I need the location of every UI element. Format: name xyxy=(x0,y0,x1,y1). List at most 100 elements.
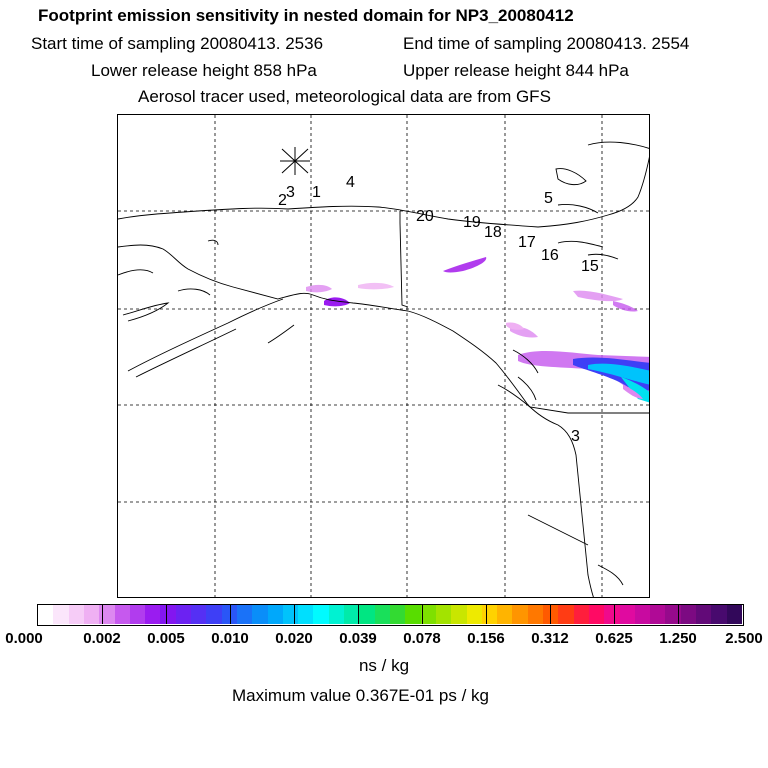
colorbar-swatch xyxy=(435,605,452,624)
colorbar-divider xyxy=(614,605,615,624)
colorbar-tick-label: 0.625 xyxy=(595,630,633,647)
colorbar-swatch xyxy=(481,605,498,624)
colorbar-swatch xyxy=(359,605,376,624)
trajectory-label: 19 xyxy=(463,214,481,231)
colorbar-tick-label: 0.010 xyxy=(211,630,249,647)
tracer-note: Aerosol tracer used, meteorological data… xyxy=(138,87,551,106)
colorbar-swatch xyxy=(99,605,115,624)
colorbar-divider xyxy=(678,605,679,624)
colorbar-tick-label: 0.020 xyxy=(275,630,313,647)
colorbar-tick-label: 0.078 xyxy=(403,630,441,647)
inland-lines xyxy=(527,514,624,586)
colorbar-swatch xyxy=(114,605,131,624)
trajectory-label: 16 xyxy=(541,247,559,264)
colorbar-swatch xyxy=(145,605,161,624)
colorbar-swatch xyxy=(405,605,422,624)
trajectory-label: 17 xyxy=(518,234,536,251)
colorbar-swatch xyxy=(726,605,743,624)
arctic-coast xyxy=(118,156,649,228)
trajectory-label: 20 xyxy=(416,208,434,225)
arctic-island xyxy=(555,168,587,186)
plume-washington xyxy=(623,385,643,399)
colorbar-swatch xyxy=(497,605,513,624)
colorbar-swatch xyxy=(680,605,697,624)
colorbar-swatch xyxy=(711,605,728,624)
colorbar-swatch xyxy=(374,605,391,624)
plot-title: Footprint emission sensitivity in nested… xyxy=(38,6,574,25)
lower-height-label: Lower release height 858 hPa xyxy=(91,61,317,80)
arctic-island-2 xyxy=(587,141,649,149)
plume-yukon xyxy=(443,257,487,273)
trajectory-label: 2 xyxy=(278,192,287,209)
trajectory-label: 15 xyxy=(581,258,599,275)
trajectory-label: 1 xyxy=(312,184,321,201)
colorbar-tick-label: 0.039 xyxy=(339,630,377,647)
sensitivity-field xyxy=(306,257,649,403)
colorbar-divider xyxy=(294,605,295,624)
colorbar-tick-label: 0.000 xyxy=(5,630,43,647)
colorbar-swatch xyxy=(83,605,100,624)
colorbar-swatch xyxy=(53,605,70,624)
map-panel: 3 2 1 4 5 20 19 18 17 16 15 3 xyxy=(117,114,650,598)
colorbar-swatch xyxy=(191,605,207,624)
trajectory-label: 4 xyxy=(346,174,355,191)
colorbar-swatch xyxy=(328,605,345,624)
bering-islands xyxy=(118,269,211,322)
colorbar-tick-label: 0.002 xyxy=(83,630,121,647)
colorbar-swatch xyxy=(38,605,54,624)
colorbar-swatch xyxy=(68,605,85,624)
colorbar-swatch xyxy=(558,605,575,624)
colorbar-swatch xyxy=(512,605,529,624)
plume-bc xyxy=(506,322,524,330)
colorbar-tick-label: 0.005 xyxy=(147,630,185,647)
colorbar-swatch xyxy=(650,605,666,624)
colorbar-swatch xyxy=(466,605,483,624)
colorbar-divider xyxy=(358,605,359,624)
aleutian-islands xyxy=(127,298,284,378)
colorbar-swatch xyxy=(313,605,330,624)
colorbar-swatch xyxy=(634,605,651,624)
colorbar-unit: ns / kg xyxy=(358,656,410,675)
colorbar-swatch xyxy=(252,605,269,624)
trajectory-label: 3 xyxy=(286,184,295,201)
colorbar-divider xyxy=(230,605,231,624)
maximum-value: Maximum value 0.367E-01 ps / kg xyxy=(232,686,490,705)
small-islands xyxy=(207,239,295,344)
colorbar-swatch xyxy=(604,605,621,624)
colorbar-swatch xyxy=(129,605,146,624)
trajectory-label: 5 xyxy=(544,190,553,207)
colorbar-divider xyxy=(166,605,167,624)
lake-outline xyxy=(557,240,619,260)
colorbar-divider xyxy=(486,605,487,624)
colorbar-swatch xyxy=(665,605,682,624)
colorbar-tick-label: 1.250 xyxy=(659,630,697,647)
coastlines xyxy=(118,141,649,597)
plume-canada-2 xyxy=(613,301,638,312)
upper-height-label: Upper release height 844 hPa xyxy=(403,61,629,80)
colorbar-swatch xyxy=(527,605,544,624)
colorbar-tick-label: 0.312 xyxy=(531,630,569,647)
colorbar-swatch xyxy=(451,605,467,624)
colorbar-swatch xyxy=(573,605,590,624)
trajectory-label: 3 xyxy=(571,428,580,445)
plume-canada xyxy=(573,290,623,302)
colorbar xyxy=(37,604,744,626)
colorbar-swatch xyxy=(206,605,223,624)
arctic-bay xyxy=(557,204,599,214)
alaska-canada-border xyxy=(399,211,409,308)
colorbar-swatch xyxy=(282,605,299,624)
colorbar-tick-label: 2.500 xyxy=(725,630,763,647)
start-time-label: Start time of sampling 20080413. 2536 xyxy=(31,34,324,53)
colorbar-swatch xyxy=(221,605,238,624)
colorbar-swatch xyxy=(175,605,192,624)
trajectory-label: 18 xyxy=(484,224,502,241)
bc-inlets xyxy=(512,349,539,401)
plume-max-tail xyxy=(621,377,649,403)
colorbar-swatch xyxy=(344,605,360,624)
colorbar-swatch xyxy=(619,605,636,624)
colorbar-swatch xyxy=(298,605,314,624)
canada-us-border xyxy=(497,384,649,414)
colorbar-swatch xyxy=(588,605,605,624)
colorbar-divider xyxy=(422,605,423,624)
pacific-coast xyxy=(118,244,594,597)
